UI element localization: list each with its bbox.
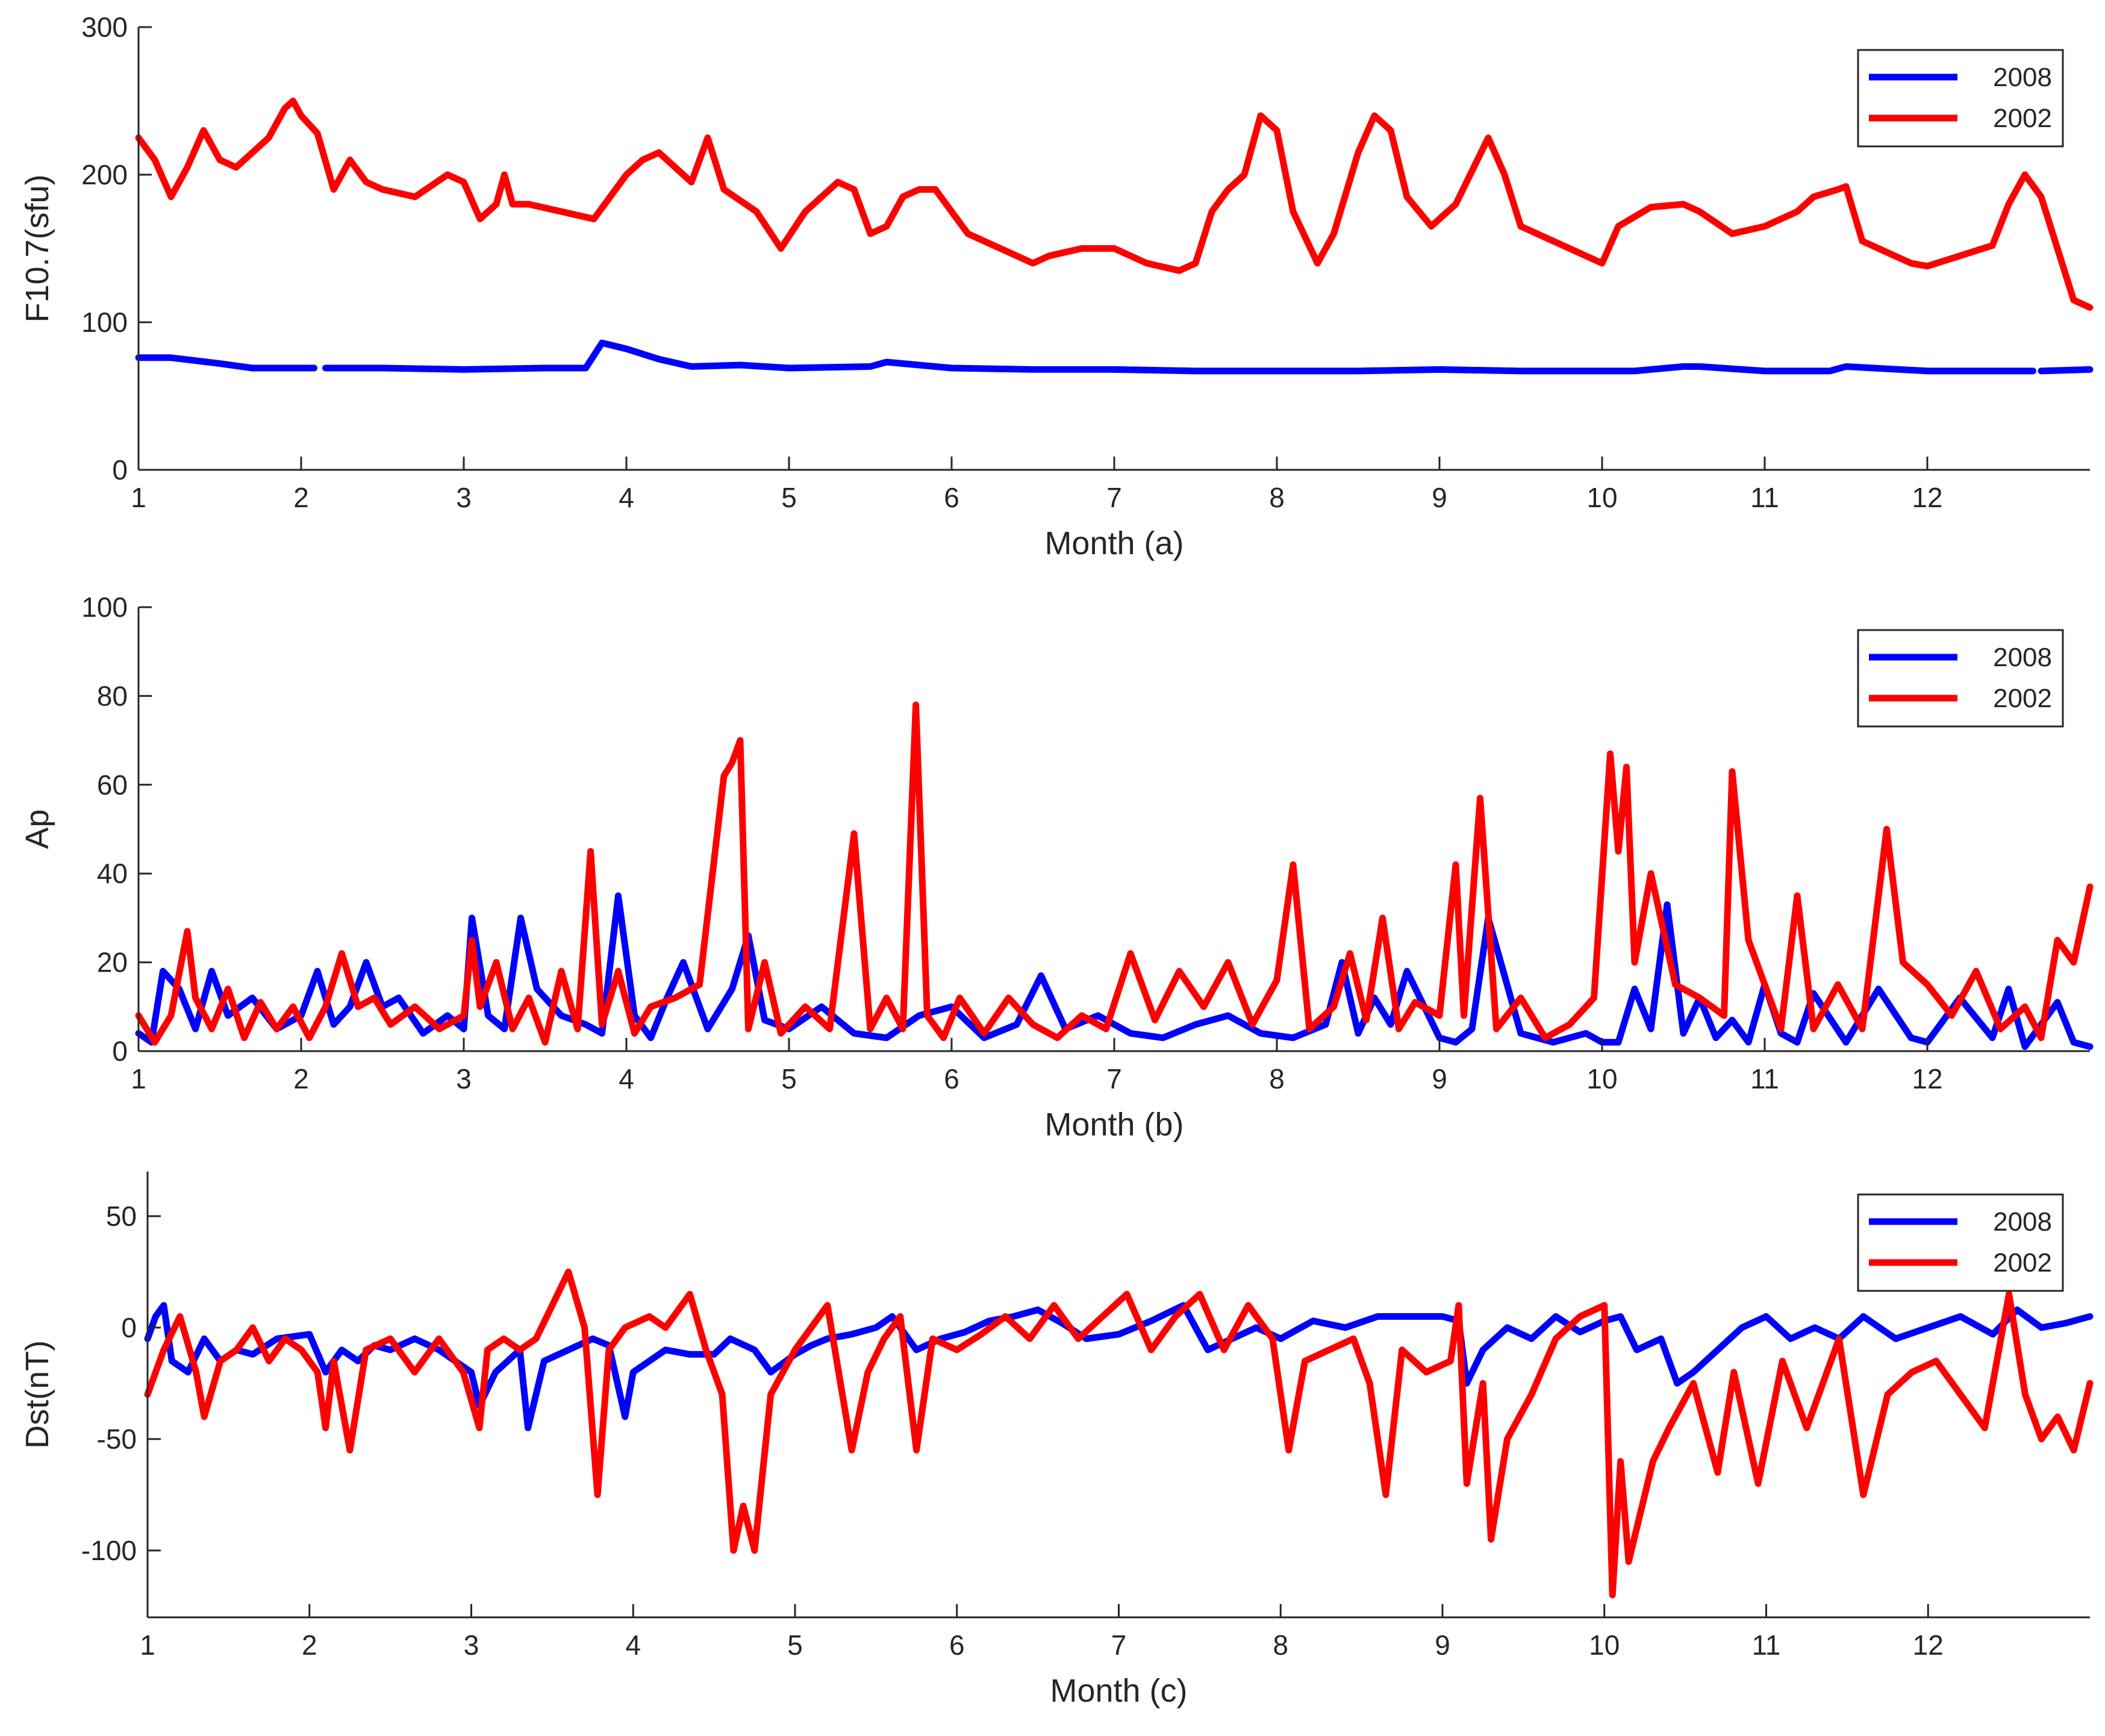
y-tick-label: 100	[81, 307, 128, 338]
x-tick-label: 9	[1432, 1063, 1447, 1094]
legend: 2008 2002	[1857, 1193, 2064, 1292]
x-tick-label: 11	[1750, 1063, 1779, 1094]
y-axis-label: F10.7(sfu)	[19, 174, 55, 322]
y-tick-label: 20	[97, 947, 128, 978]
y-tick-label: 0	[121, 1312, 137, 1343]
legend: 2008 2002	[1857, 629, 2064, 728]
plot-area	[139, 607, 2090, 1051]
legend-box	[1857, 629, 2064, 728]
series-line-2002	[135, 701, 2094, 1046]
x-tick-label: 7	[1106, 482, 1122, 513]
x-tick-label: 2	[293, 482, 309, 513]
x-tick-label: 10	[1586, 482, 1617, 513]
x-tick-label: 9	[1432, 482, 1447, 513]
legend-label-2002: 2002	[1993, 1248, 2052, 1278]
x-tick-label: 4	[619, 482, 634, 513]
y-tick-label: 300	[81, 11, 128, 43]
y-axis-label: Dst(nT)	[19, 1340, 55, 1449]
x-tick-label: 2	[293, 1063, 309, 1094]
y-tick-label: 0	[112, 1035, 128, 1067]
x-tick-label: 4	[619, 1063, 634, 1094]
x-axis-label: Month (a)	[1044, 525, 1183, 561]
legend-label-2008: 2008	[1993, 63, 2052, 92]
x-tick-label: 9	[1435, 1629, 1450, 1661]
x-tick-label: 1	[131, 1063, 146, 1094]
y-tick-label: -100	[81, 1535, 137, 1566]
x-tick-label: 8	[1273, 1629, 1288, 1661]
x-tick-label: 7	[1106, 1063, 1122, 1094]
y-axis-label: Ap	[19, 809, 55, 849]
legend-box	[1857, 1193, 2064, 1292]
y-tick-label: 100	[81, 592, 128, 623]
series-line-2002	[144, 1269, 2094, 1599]
x-tick-label: 6	[944, 1063, 959, 1094]
y-tick-label: 0	[112, 454, 128, 486]
x-tick-label: 5	[781, 1063, 797, 1094]
legend: 2008 2002	[1857, 49, 2064, 148]
x-tick-label: 3	[464, 1629, 479, 1661]
y-tick-label: 50	[106, 1201, 137, 1232]
y-tick-label: 60	[97, 769, 128, 801]
x-tick-label: 3	[456, 1063, 472, 1094]
series-line-2008	[144, 1302, 2094, 1431]
legend-label-2002: 2002	[1993, 684, 2052, 713]
x-tick-label: 5	[781, 482, 797, 513]
legend-label-2008: 2008	[1993, 643, 2052, 672]
x-axis-label: Month (c)	[1050, 1673, 1187, 1709]
series-line-2002	[135, 98, 2094, 311]
x-tick-label: 11	[1752, 1629, 1781, 1661]
x-axis-label: Month (b)	[1044, 1107, 1183, 1143]
x-tick-label: 1	[131, 482, 146, 513]
y-tick-label: -50	[97, 1423, 137, 1455]
x-tick-label: 12	[1912, 482, 1942, 513]
x-tick-label: 8	[1269, 1063, 1285, 1094]
x-tick-label: 12	[1913, 1629, 1944, 1661]
y-tick-label: 80	[97, 680, 128, 711]
y-tick-label: 40	[97, 858, 128, 889]
x-tick-label: 12	[1912, 1063, 1942, 1094]
legend-label-2002: 2002	[1993, 104, 2052, 133]
x-tick-label: 11	[1750, 482, 1779, 513]
x-tick-label: 8	[1269, 482, 1285, 513]
x-tick-label: 6	[949, 1629, 965, 1661]
x-tick-label: 10	[1589, 1629, 1620, 1661]
x-tick-label: 3	[456, 482, 472, 513]
x-tick-label: 10	[1586, 1063, 1617, 1094]
x-tick-label: 7	[1111, 1629, 1127, 1661]
series-line-2008	[135, 339, 2094, 375]
plot-area	[148, 1172, 2090, 1617]
x-tick-label: 2	[302, 1629, 317, 1661]
y-tick-label: 200	[81, 159, 128, 190]
x-tick-label: 1	[140, 1629, 155, 1661]
x-tick-label: 5	[787, 1629, 803, 1661]
legend-box	[1857, 49, 2064, 148]
legend-label-2008: 2008	[1993, 1207, 2052, 1237]
x-tick-label: 4	[625, 1629, 641, 1661]
x-tick-label: 6	[944, 482, 959, 513]
